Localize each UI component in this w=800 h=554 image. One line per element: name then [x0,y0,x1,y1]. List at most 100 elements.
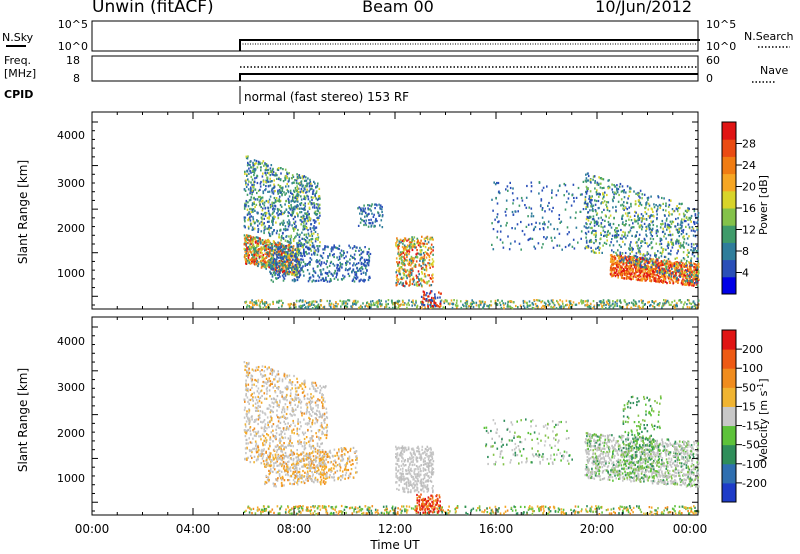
echo-cell [247,259,249,262]
echo-cell [265,261,267,264]
echo-cell [648,228,651,231]
echo-cell [616,189,618,192]
echo-cell [604,191,606,194]
echo-cell [246,306,248,309]
echo-cell [690,269,692,272]
echo-cell [623,196,626,199]
echo-cell [296,259,299,262]
echo-cell [649,271,652,274]
echo-cell [325,276,327,279]
echo-cell [250,253,253,256]
echo-cell [692,277,695,280]
echo-cell [296,207,299,210]
echo-cell [272,301,274,304]
echo-cell [275,260,278,263]
echo-cell [261,175,264,178]
echo-cell [341,300,344,303]
echo-cell [365,272,367,275]
echo-cell [595,199,598,203]
echo-cell [271,187,274,190]
echo-cell [400,276,403,279]
echo-cell [286,176,288,180]
echo-cell [296,258,299,261]
echo-cell [271,274,274,277]
echo-cell [629,265,631,268]
echo-cell [677,278,679,281]
echo-cell [292,227,295,230]
echo-cell [351,279,354,282]
echo-cell [593,241,595,245]
echo-cell [693,243,695,246]
echo-cell [615,273,618,276]
echo-cell [243,188,246,191]
echo-cell [300,202,303,205]
echo-cell [362,263,365,266]
echo-cell [641,225,644,229]
echo-cell [492,248,495,251]
echo-cell [329,299,331,303]
echo-cell [291,192,293,196]
echo-cell [274,190,276,193]
echo-cell [662,279,665,282]
echo-cell [267,260,269,263]
echo-cell [651,235,654,238]
echo-cell [625,277,628,280]
echo-cell [627,197,629,200]
echo-cell [259,251,262,254]
echo-cell [249,216,251,219]
echo-cell [611,256,613,259]
echo-cell [610,265,612,268]
echo-cell [298,265,301,269]
echo-cell [669,272,672,275]
echo-cell [303,237,305,241]
echo-cell [353,262,355,265]
echo-cell [670,238,673,241]
echo-cell [416,284,419,287]
echo-cell [370,300,372,303]
echo-cell [266,240,268,243]
echo-cell [688,235,690,238]
echo-cell [586,189,589,192]
echo-cell [281,189,283,193]
echo-cell [697,215,699,218]
echo-cell [402,303,404,306]
echo-cell [674,261,677,264]
echo-cell [472,305,475,309]
echo-cell [634,220,636,223]
echo-cell [355,262,358,265]
echo-cell [404,246,406,249]
echo-cell [427,253,429,256]
echo-cell [647,301,649,304]
echo-cell [322,268,325,271]
echo-cell [360,209,363,212]
echo-cell [690,248,692,252]
echo-cell [293,190,296,193]
echo-cell [630,261,632,264]
echo-cell [312,206,314,209]
echo-cell [286,188,289,191]
echo-cell [265,241,268,244]
echo-cell [282,168,284,171]
echo-cell [674,277,677,280]
echo-cell [363,258,366,261]
echo-cell [266,220,269,223]
echo-cell [277,210,279,213]
echo-cell [269,270,271,273]
echo-cell [667,257,670,261]
echo-cell [548,208,551,211]
echo-cell [652,269,654,272]
echo-cell [283,244,285,247]
echo-cell [601,177,603,181]
echo-cell [688,216,690,219]
echo-cell [644,260,646,263]
echo-cell [608,223,610,226]
echo-cell [263,164,265,167]
echo-cell [264,162,266,165]
echo-cell [652,220,654,223]
echo-cell [512,199,515,202]
echo-cell [638,218,641,221]
echo-cell [606,239,608,242]
echo-cell [304,185,307,188]
echo-cell [658,243,661,246]
echo-cell [633,272,635,275]
